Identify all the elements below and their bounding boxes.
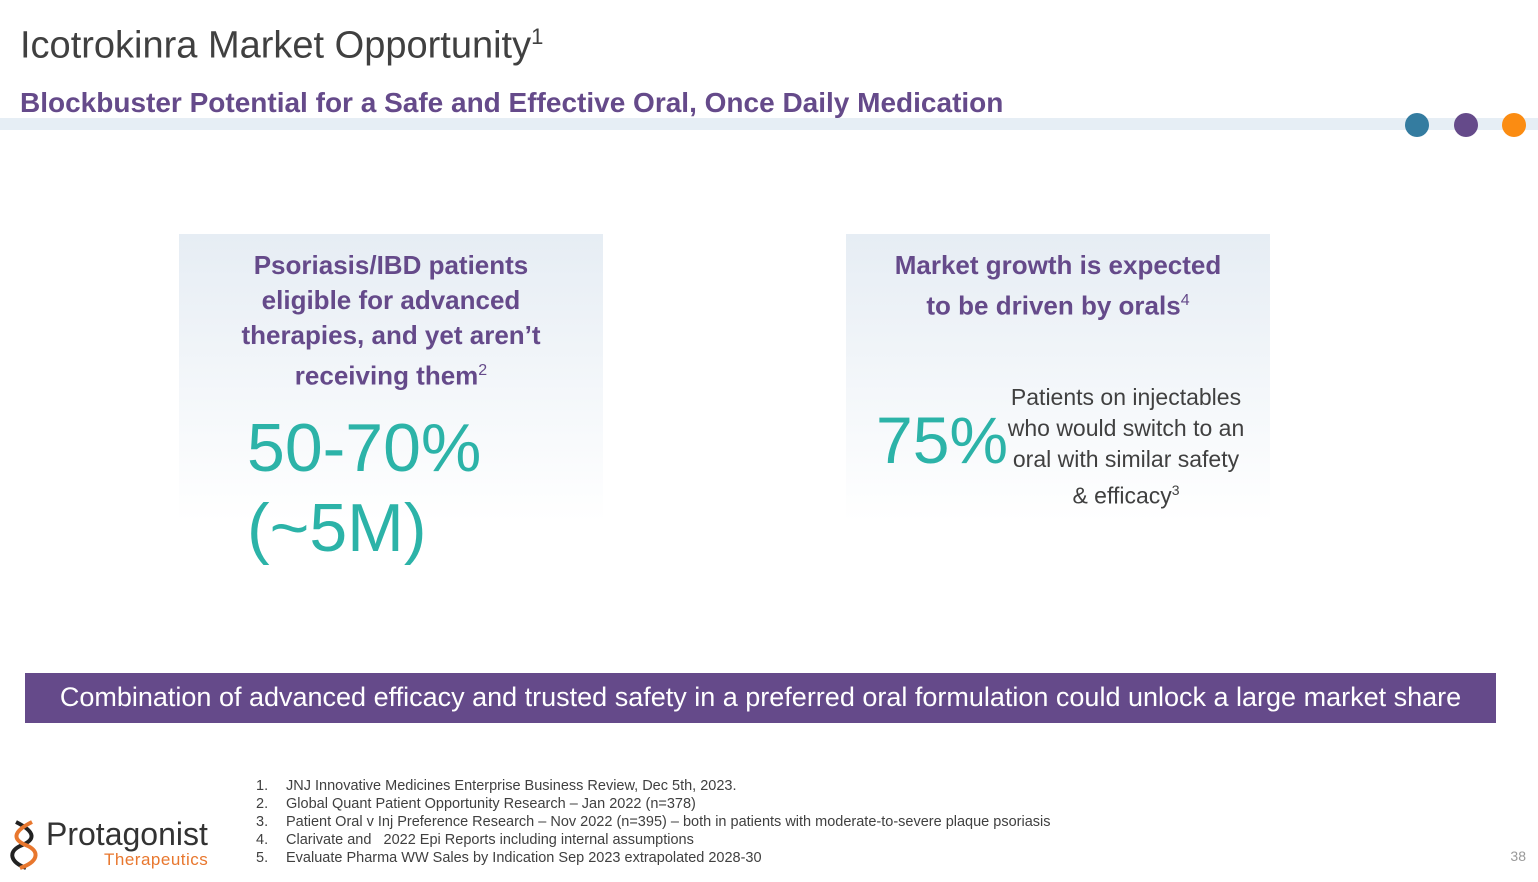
- ref-text: JNJ Innovative Medicines Enterprise Busi…: [286, 778, 737, 794]
- footnote: 4: [1180, 292, 1190, 309]
- card-untreated-patients: Psoriasis/IBD patients eligible for adva…: [179, 234, 603, 566]
- stat-value: 75%: [876, 403, 1009, 477]
- description-text: Patients on injectables who would switch…: [1007, 384, 1245, 509]
- reference-item: 3. Patient Oral v Inj Preference Research…: [256, 813, 1051, 831]
- ref-number: 4.: [256, 832, 269, 848]
- ref-text: Clarivate and 2022 Epi Reports including…: [286, 832, 694, 848]
- title-footnote: 1: [531, 24, 544, 49]
- ref-text: Global Quant Patient Opportunity Researc…: [286, 796, 696, 812]
- ref-number: 3.: [256, 814, 269, 830]
- logo-subtitle: Therapeutics: [104, 850, 209, 869]
- page-title: Icotrokinra Market Opportunity1: [20, 24, 543, 68]
- title-text: Icotrokinra Market Opportunity: [20, 24, 532, 67]
- references-list: 1. JNJ Innovative Medicines Enterprise Bu…: [256, 777, 1051, 867]
- heading-text: Market growth is expected to be driven b…: [894, 250, 1222, 321]
- blue-dot: [1405, 113, 1429, 137]
- stat-count: (~5M): [247, 490, 427, 566]
- key-message-banner: Combination of advanced efficacy and tru…: [25, 673, 1496, 723]
- reference-item: 1. JNJ Innovative Medicines Enterprise Bu…: [256, 777, 1051, 795]
- stat-percent: 50-70%: [247, 410, 482, 486]
- ref-text: Patient Oral v Inj Preference Research –…: [286, 814, 1051, 830]
- card-heading: Psoriasis/IBD patients eligible for adva…: [179, 248, 603, 394]
- card-heading: Market growth is expected to be driven b…: [846, 248, 1270, 324]
- stat-description: Patients on injectables who would switch…: [1006, 382, 1246, 512]
- reference-item: 2. Global Quant Patient Opportunity Resea…: [256, 795, 1051, 813]
- footnote: 3: [1171, 482, 1180, 498]
- footnote: 2: [478, 362, 488, 379]
- orange-dot: [1502, 113, 1526, 137]
- ref-number: 1.: [256, 778, 269, 794]
- ref-text: Evaluate Pharma WW Sales by Indication S…: [286, 850, 762, 866]
- heading-text: Psoriasis/IBD patients eligible for adva…: [241, 250, 541, 391]
- page-subtitle: Blockbuster Potential for a Safe and Eff…: [20, 87, 1004, 118]
- header-rule: [0, 118, 1538, 130]
- stat-value: 50-70% (~5M): [247, 408, 481, 568]
- ref-number: 2.: [256, 796, 269, 812]
- logo-name: Protagonist: [46, 816, 208, 852]
- card-market-growth: Market growth is expected to be driven b…: [846, 234, 1270, 554]
- reference-item: 4. Clarivate and 2022 Epi Reports includi…: [256, 831, 1051, 849]
- reference-item: 5. Evaluate Pharma WW Sales by Indication…: [256, 849, 1051, 867]
- helix-icon: [10, 820, 38, 870]
- ref-number: 5.: [256, 850, 269, 866]
- page-number: 38: [1510, 848, 1526, 864]
- purple-dot: [1454, 113, 1478, 137]
